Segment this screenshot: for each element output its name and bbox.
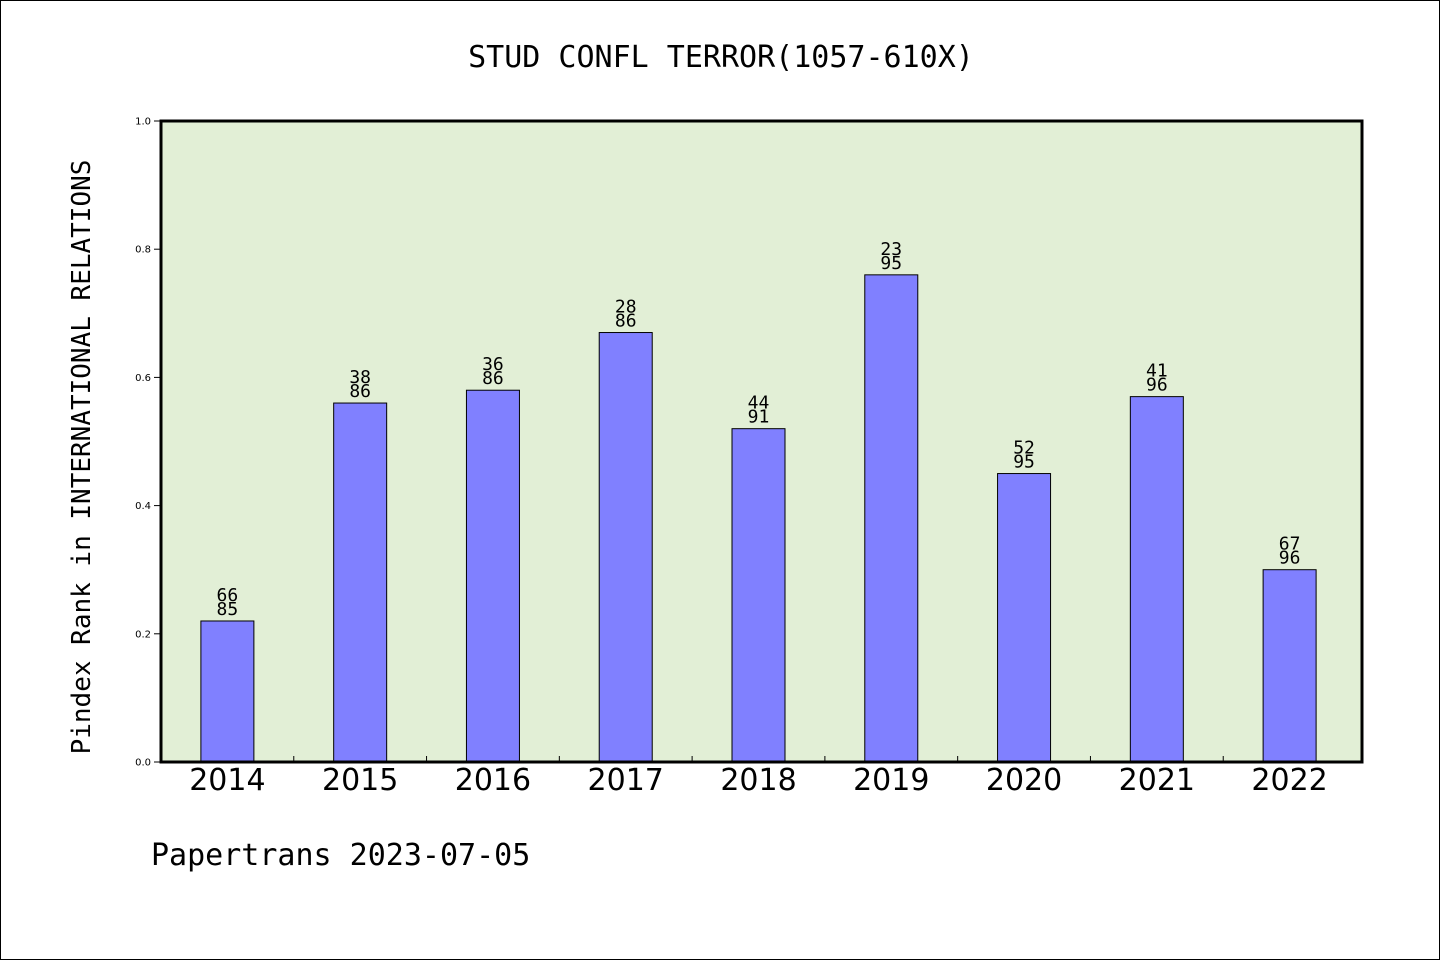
x-tick-label-2016: 2016 [455,763,531,798]
y-axis-ticks: 0.0 0.2 0.4 0.6 0.8 1.0 [135,117,161,769]
bar-label-2016-1: 36 [482,354,504,375]
bar-2014 [200,620,255,763]
bar-2019 [864,274,919,763]
y-tick-label: 1.0 [135,117,151,128]
y-tick-label: 0.6 [135,373,151,384]
y-tick-label: 0.0 [135,758,151,769]
footer-credit: Papertrans 2023-07-05 [151,838,530,873]
x-tick-label-2022: 2022 [1251,763,1327,798]
x-tick-label-2021: 2021 [1119,763,1195,798]
bar-label-2020-2: 95 [1013,452,1035,473]
bar-label-2020-1: 52 [1013,438,1035,459]
x-tick-label-2020: 2020 [986,763,1062,798]
bar-label-2022-1: 67 [1279,534,1301,555]
y-tick-label: 0.8 [135,245,151,256]
bar-label-2014-2: 85 [217,599,239,620]
y-axis-label: Pindex Rank in INTERNATIONAL RELATIONS [67,160,97,755]
bar-label-2014-1: 66 [217,585,239,606]
bar-label-2016-2: 86 [482,368,504,389]
bar-2015 [333,402,388,763]
bar-2017 [598,332,653,763]
bar-label-2017-2: 86 [615,311,637,332]
bar-label-2021-2: 96 [1146,375,1168,396]
bar-label-2018-2: 91 [748,407,770,428]
bar-label-2019-2: 95 [880,253,902,274]
chart-title: STUD CONFL TERROR(1057-610X) [468,40,974,75]
bar-2021 [1129,396,1184,763]
bar-2020 [997,473,1052,763]
x-tick-label-2019: 2019 [853,763,929,798]
bar-label-2017-1: 28 [615,297,637,318]
x-tick-label-2017: 2017 [588,763,664,798]
bar-label-2015-1: 38 [349,367,371,388]
bar-label-2022-2: 96 [1279,548,1301,569]
plot-frame [159,119,1364,764]
y-tick-label: 0.2 [135,629,151,640]
x-tick-label-2018: 2018 [720,763,796,798]
bar-2016 [465,389,520,763]
y-tick-label: 0.4 [135,501,151,512]
x-tick-label-2014: 2014 [189,763,265,798]
bar-2018 [731,428,786,763]
bar-label-2015-2: 86 [349,381,371,402]
bars-group [200,274,1317,763]
bar-label-2019-1: 23 [880,239,902,260]
x-tick-label-2015: 2015 [322,763,398,798]
bar-label-2021-1: 41 [1146,361,1168,382]
bar-label-2018-1: 44 [748,393,770,414]
x-axis-ticks: 2014 2015 2016 2017 2018 2019 2020 2021 2022 [189,756,1328,798]
bar-2022 [1262,569,1317,763]
